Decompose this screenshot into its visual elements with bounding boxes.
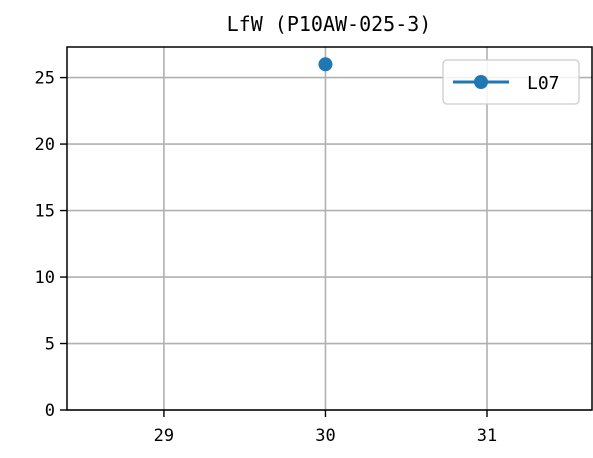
legend-marker [474, 75, 488, 89]
y-tick-label: 5 [45, 335, 55, 355]
axes: 29 30 31 0 5 10 15 20 25 [35, 46, 593, 446]
y-tick-label: 10 [35, 268, 55, 288]
legend: L07 [442, 59, 580, 105]
x-tick-label: 30 [315, 426, 335, 446]
x-tick-label: 29 [154, 426, 174, 446]
plot-area: 29 30 31 0 5 10 15 20 25 L07 [35, 46, 593, 446]
chart-title: LfW (P10AW-025-3) [227, 12, 432, 36]
axes-frame [66, 46, 593, 411]
y-tick-label: 20 [35, 135, 55, 155]
series-layer [318, 57, 333, 72]
legend-label: L07 [527, 73, 560, 94]
x-tick-label: 31 [477, 426, 497, 446]
y-tick-label: 0 [45, 401, 55, 421]
y-tick-label: 25 [35, 69, 55, 89]
y-tick-label: 15 [35, 202, 55, 222]
legend-box [442, 59, 580, 105]
data-point [318, 57, 333, 72]
